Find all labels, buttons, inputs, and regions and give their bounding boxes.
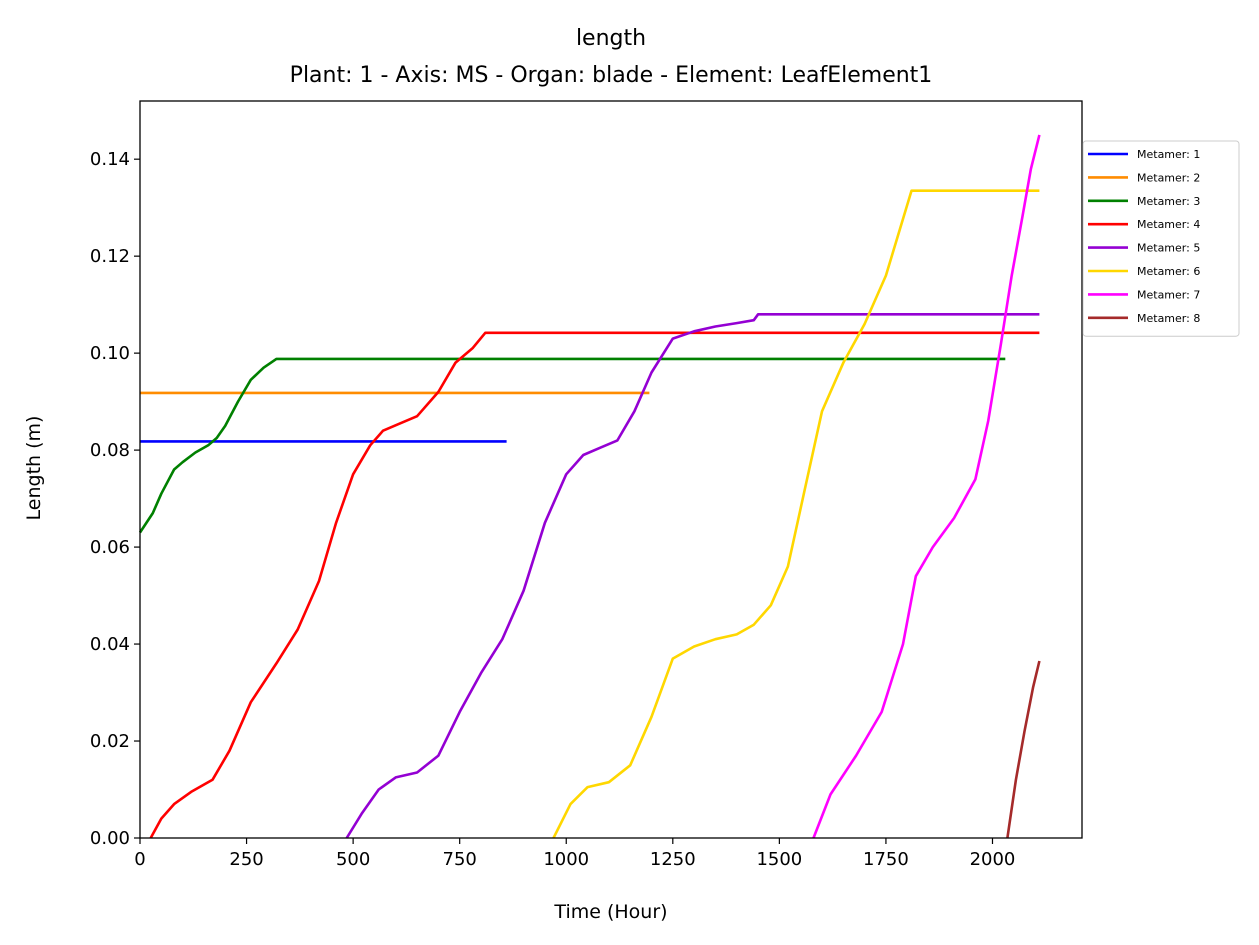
chart-subtitle: Plant: 1 - Axis: MS - Organ: blade - Ele…	[290, 63, 933, 88]
legend-label: Metamer: 5	[1137, 242, 1200, 255]
series-line-7	[812, 134, 1041, 839]
series-layer	[138, 134, 1041, 839]
legend: Metamer: 1 Metamer: 2 Metamer: 3 Metamer: 4…	[1082, 140, 1240, 337]
y-tick-label: 0.02	[90, 731, 130, 752]
plot-frame	[139, 100, 1083, 839]
series-line-8	[1006, 660, 1041, 839]
x-tick-label: 1750	[863, 849, 909, 870]
legend-label: Metamer: 4	[1137, 218, 1200, 231]
series-line-6	[552, 189, 1040, 839]
series-line-5	[345, 312, 1040, 839]
legend-label: Metamer: 2	[1137, 171, 1200, 184]
y-tick-label: 0.14	[90, 149, 130, 170]
legend-label: Metamer: 7	[1137, 288, 1200, 301]
series-line-3	[138, 357, 1006, 534]
x-tick-label: 0	[134, 849, 145, 870]
legend-label: Metamer: 6	[1137, 265, 1200, 278]
legend-frame	[1082, 140, 1240, 337]
x-tick-label: 500	[336, 849, 370, 870]
y-axis-label: Length (m)	[23, 416, 45, 521]
legend-label: Metamer: 1	[1137, 148, 1200, 161]
y-tick-label: 0.08	[90, 440, 130, 461]
legend-label: Metamer: 8	[1137, 312, 1200, 325]
y-tick-label: 0.04	[90, 634, 130, 655]
x-axis-label: Time (Hour)	[553, 901, 667, 923]
legend-label: Metamer: 3	[1137, 195, 1200, 208]
y-tick-label: 0.00	[90, 828, 130, 849]
y-tick-label: 0.12	[90, 246, 130, 267]
x-tick-label: 250	[229, 849, 263, 870]
x-tick-label: 2000	[970, 849, 1016, 870]
x-tick-label: 1250	[650, 849, 696, 870]
series-line-4	[149, 331, 1040, 839]
ticks-layer: 0 250 500 750 1000 1250 1500 1750 2000 0.00 0.02 0.…	[90, 149, 1015, 870]
x-tick-label: 750	[443, 849, 477, 870]
y-tick-label: 0.06	[90, 537, 130, 558]
x-tick-label: 1500	[756, 849, 802, 870]
chart-title: length	[576, 26, 646, 51]
y-tick-label: 0.10	[90, 343, 130, 364]
x-tick-label: 1000	[543, 849, 589, 870]
